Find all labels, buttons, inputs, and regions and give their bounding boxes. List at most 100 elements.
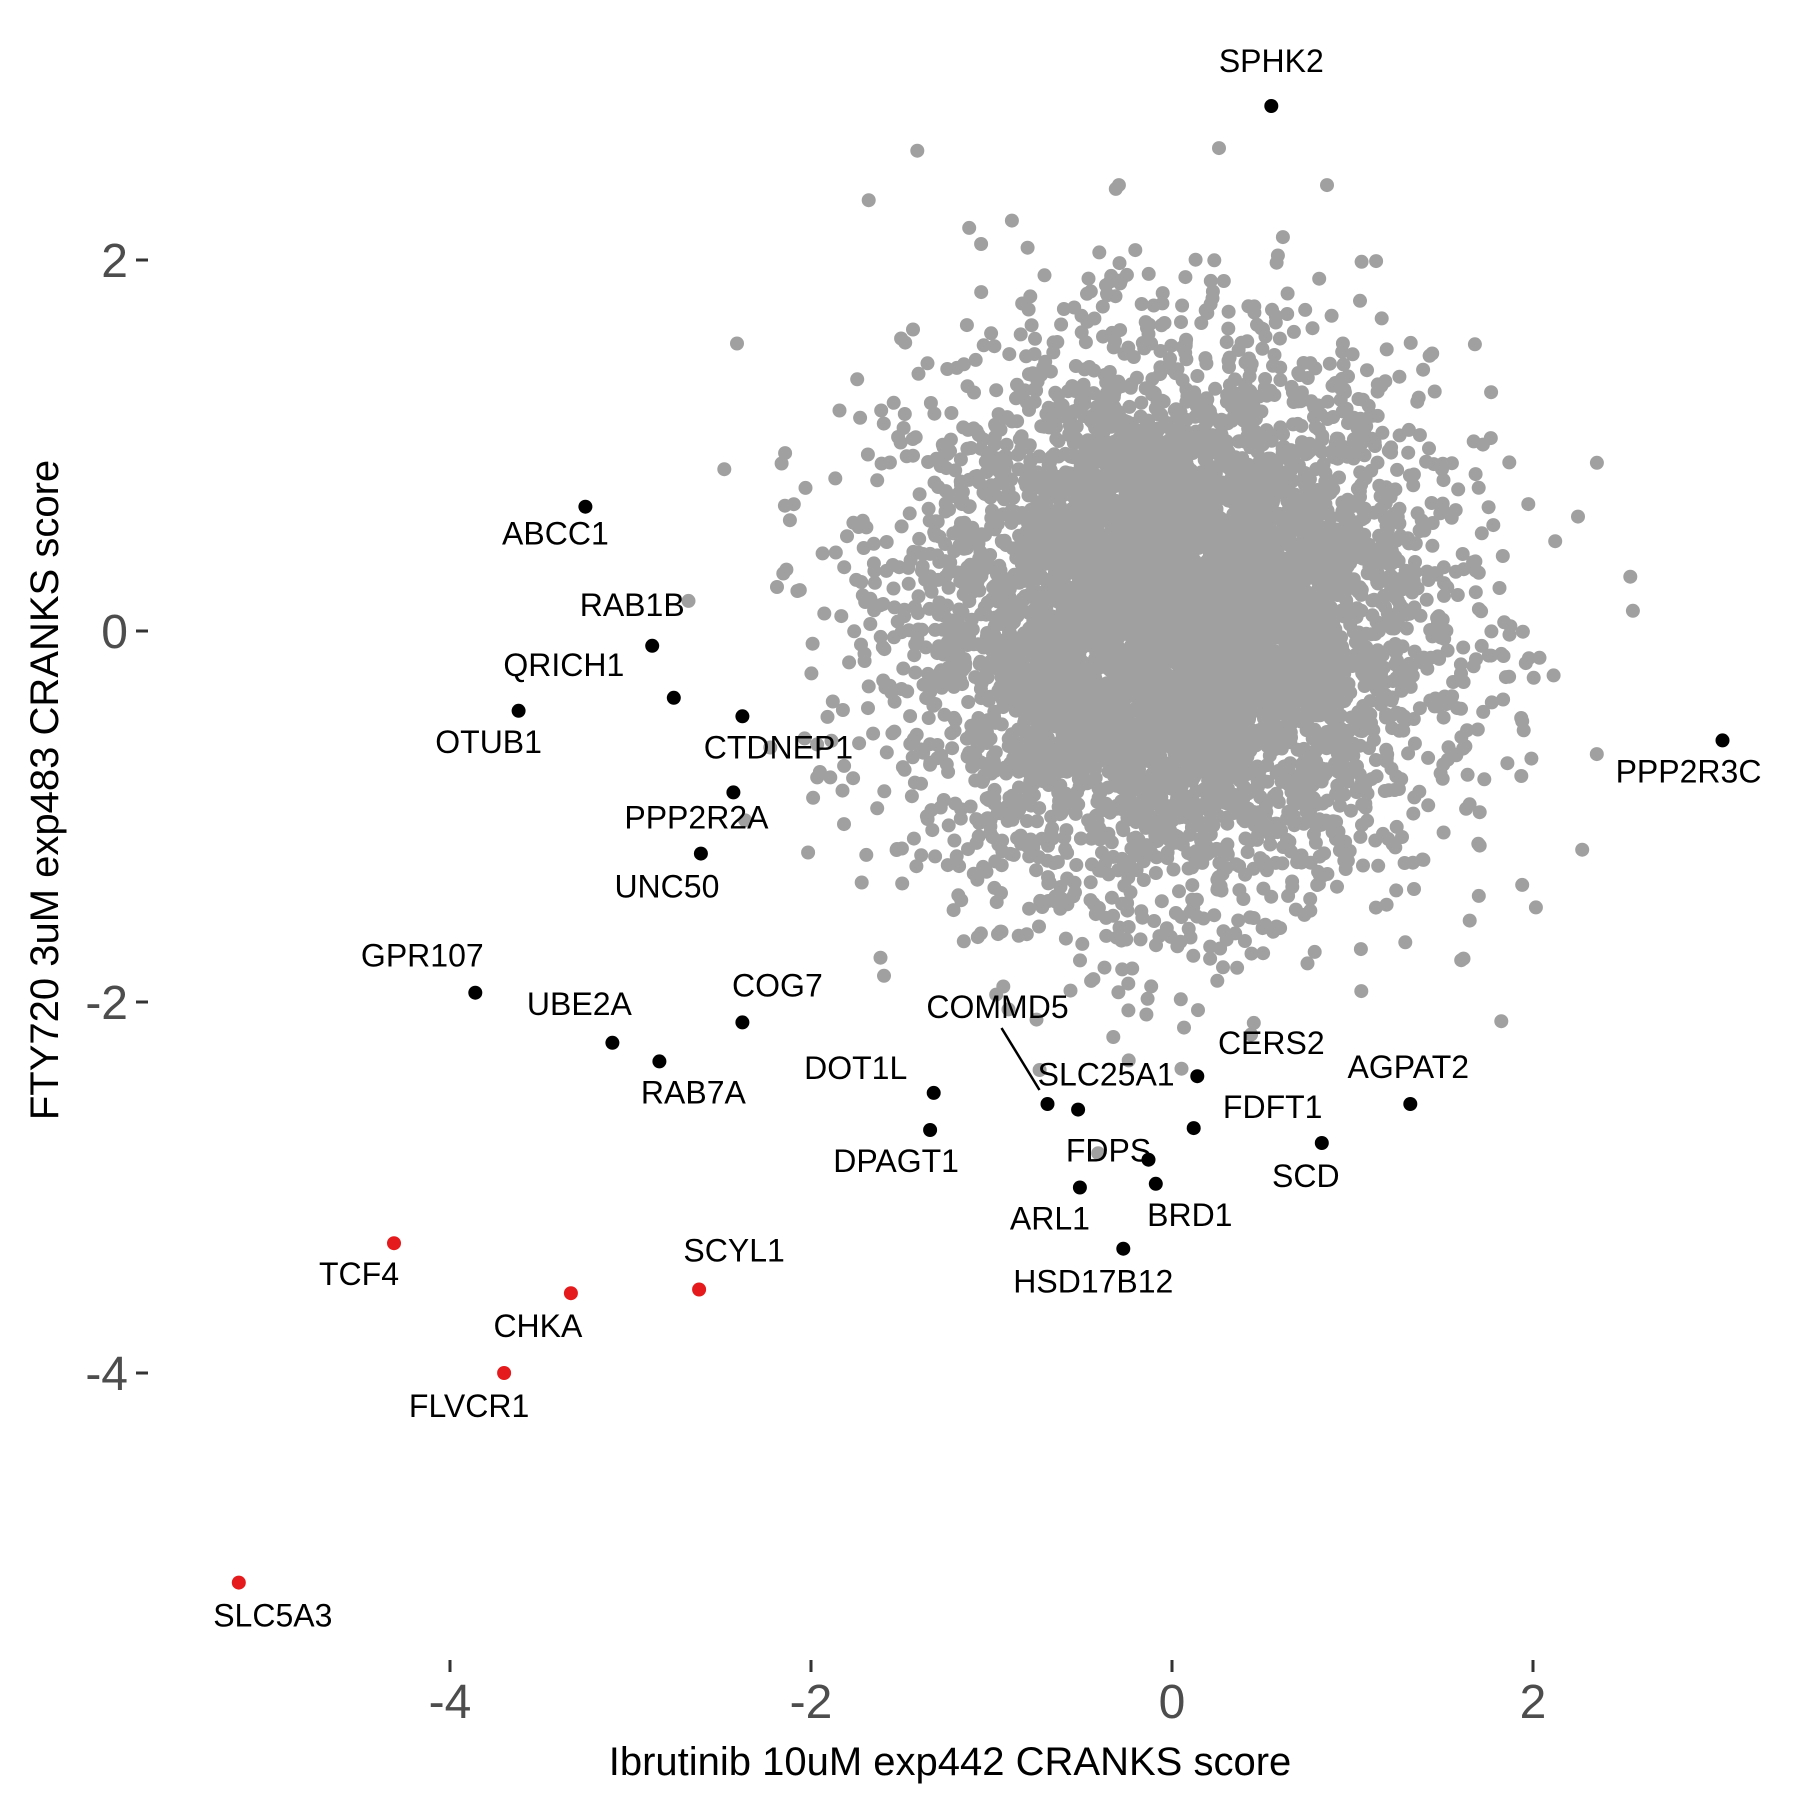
background-point	[1467, 337, 1482, 352]
background-point	[980, 670, 995, 685]
background-point	[1435, 496, 1450, 511]
background-point	[1360, 650, 1375, 665]
background-point	[866, 726, 881, 741]
background-point	[1137, 779, 1152, 794]
background-point	[1320, 412, 1335, 426]
background-point	[857, 654, 872, 668]
background-point	[1295, 435, 1309, 450]
background-point	[866, 556, 881, 571]
background-point	[967, 385, 981, 400]
background-point	[1475, 437, 1490, 452]
background-point	[902, 506, 917, 521]
background-point	[1267, 348, 1282, 362]
background-point	[1032, 919, 1046, 934]
background-point	[887, 724, 902, 739]
background-point	[882, 455, 897, 470]
background-point	[1484, 385, 1499, 400]
background-point	[1067, 300, 1082, 315]
background-point	[1115, 962, 1130, 977]
background-point	[1589, 747, 1604, 762]
background-point	[891, 430, 906, 444]
background-point	[1154, 894, 1169, 909]
background-point	[1276, 427, 1290, 442]
background-point	[1083, 875, 1098, 890]
background-point	[976, 338, 991, 353]
background-point	[717, 462, 732, 477]
background-point	[968, 670, 983, 685]
background-point	[1010, 447, 1025, 462]
background-point	[1178, 270, 1193, 285]
background-point	[876, 673, 891, 688]
background-point	[1221, 353, 1236, 368]
background-point	[1097, 960, 1112, 975]
background-point	[1141, 266, 1156, 281]
background-point	[837, 758, 852, 773]
background-point	[941, 764, 956, 779]
background-point	[914, 848, 929, 863]
background-point	[968, 352, 983, 367]
background-point	[1365, 608, 1380, 623]
background-point	[832, 403, 847, 418]
background-point	[1296, 356, 1311, 370]
background-point	[1412, 701, 1427, 716]
background-point	[1198, 351, 1213, 366]
background-point	[910, 143, 925, 158]
background-point	[969, 812, 984, 827]
background-point	[823, 770, 838, 785]
background-point	[1177, 764, 1192, 779]
background-point	[1001, 1002, 1016, 1017]
background-point	[1255, 921, 1270, 936]
background-point	[1077, 396, 1092, 411]
background-point	[1147, 819, 1162, 834]
background-point	[1230, 960, 1245, 975]
background-point	[918, 640, 933, 655]
background-point	[873, 629, 888, 644]
background-point	[847, 624, 862, 639]
background-point	[1320, 178, 1334, 193]
background-point	[1022, 901, 1037, 916]
background-point	[1188, 409, 1203, 424]
background-point	[1148, 866, 1163, 880]
background-point	[1403, 335, 1418, 350]
background-point	[1029, 1012, 1044, 1027]
background-point	[928, 849, 943, 864]
background-point	[805, 636, 820, 651]
background-point	[1388, 482, 1403, 497]
background-point	[1460, 723, 1475, 738]
background-point	[894, 331, 909, 346]
background-point	[1518, 656, 1533, 671]
background-point	[1270, 248, 1285, 263]
background-point	[993, 924, 1008, 939]
background-point	[1154, 318, 1169, 333]
background-point	[911, 366, 926, 381]
background-point	[1011, 764, 1026, 779]
background-point	[1125, 961, 1140, 976]
background-point	[738, 813, 753, 828]
background-point	[1436, 473, 1451, 488]
background-point	[1427, 384, 1442, 399]
background-point	[947, 833, 962, 848]
background-point	[1076, 409, 1091, 423]
background-point	[798, 480, 813, 495]
background-point	[1181, 921, 1196, 936]
background-points	[681, 141, 1640, 1161]
background-point	[1029, 383, 1044, 398]
background-point	[1353, 465, 1368, 480]
background-point	[953, 474, 968, 489]
background-point	[906, 322, 920, 337]
background-point	[1414, 513, 1429, 528]
background-point	[1436, 710, 1451, 725]
background-point	[1236, 892, 1251, 906]
background-point	[941, 580, 956, 595]
background-point	[1469, 652, 1483, 667]
background-point	[1474, 638, 1489, 653]
background-point	[1360, 813, 1375, 828]
background-point	[970, 872, 985, 887]
background-point	[1231, 913, 1246, 928]
background-point	[846, 771, 861, 786]
background-point	[1481, 500, 1496, 515]
background-point	[1035, 900, 1050, 914]
background-point	[1255, 341, 1270, 356]
background-point	[1122, 399, 1137, 414]
background-point	[1244, 1027, 1259, 1042]
